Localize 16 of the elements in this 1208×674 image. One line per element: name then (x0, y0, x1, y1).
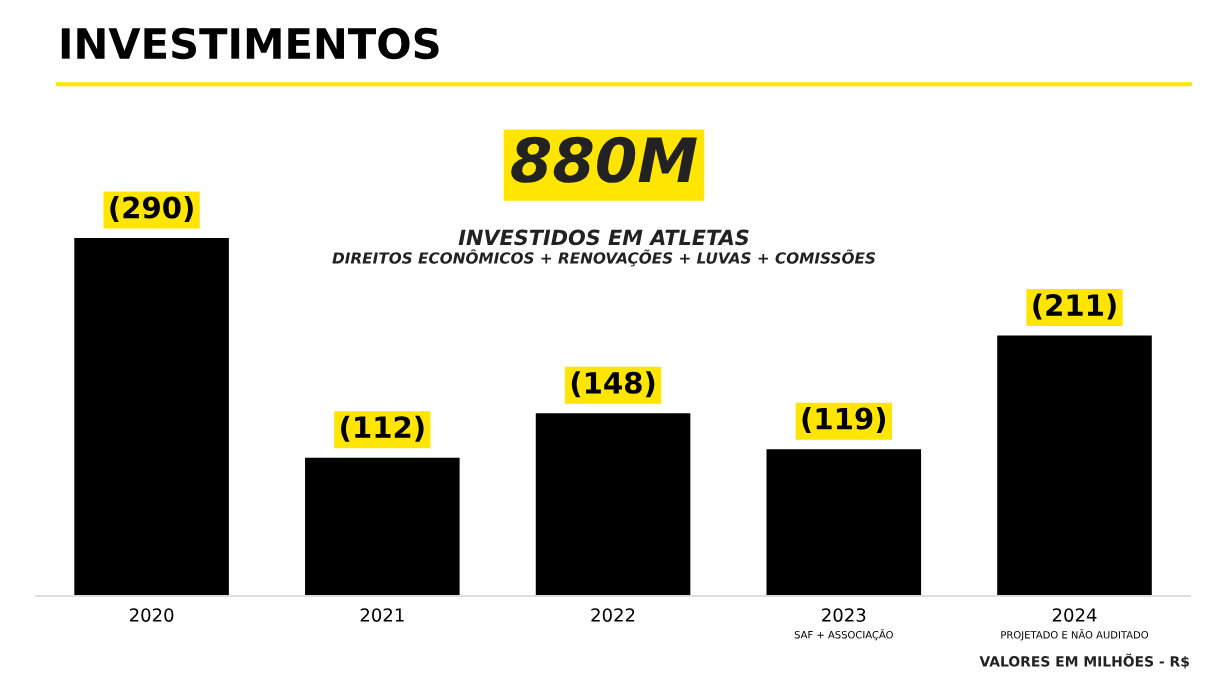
data-label: (148) (571, 371, 655, 398)
bar (535, 413, 691, 596)
bar (305, 457, 460, 596)
data-label: (112) (341, 415, 424, 442)
bar (997, 335, 1152, 596)
x-tick-label: 2021 (360, 608, 404, 622)
annotation: INVESTIDOS EM ATLETAS (458, 229, 749, 246)
x-tick-label: 2022 (591, 608, 635, 622)
text: 880M (511, 136, 697, 183)
chart-title: INVESTIMENTOS (61, 27, 439, 60)
data-label: (211) (1033, 293, 1116, 320)
data-label: (290) (110, 196, 193, 222)
data-label: (119) (802, 407, 886, 434)
bar (766, 449, 922, 596)
bar (74, 238, 229, 596)
x-tick-label: 2020 (129, 608, 174, 622)
